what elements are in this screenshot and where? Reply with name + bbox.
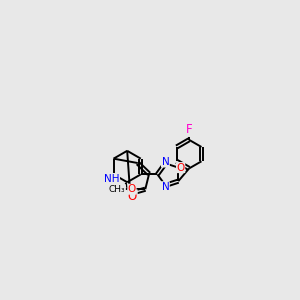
Text: NH: NH xyxy=(104,173,119,184)
Text: O: O xyxy=(176,163,185,172)
Text: F: F xyxy=(186,123,192,136)
Text: N: N xyxy=(161,182,169,192)
Text: N: N xyxy=(161,157,169,167)
Text: CH₃: CH₃ xyxy=(109,185,125,194)
Text: O: O xyxy=(128,184,136,194)
Text: O: O xyxy=(128,190,137,203)
